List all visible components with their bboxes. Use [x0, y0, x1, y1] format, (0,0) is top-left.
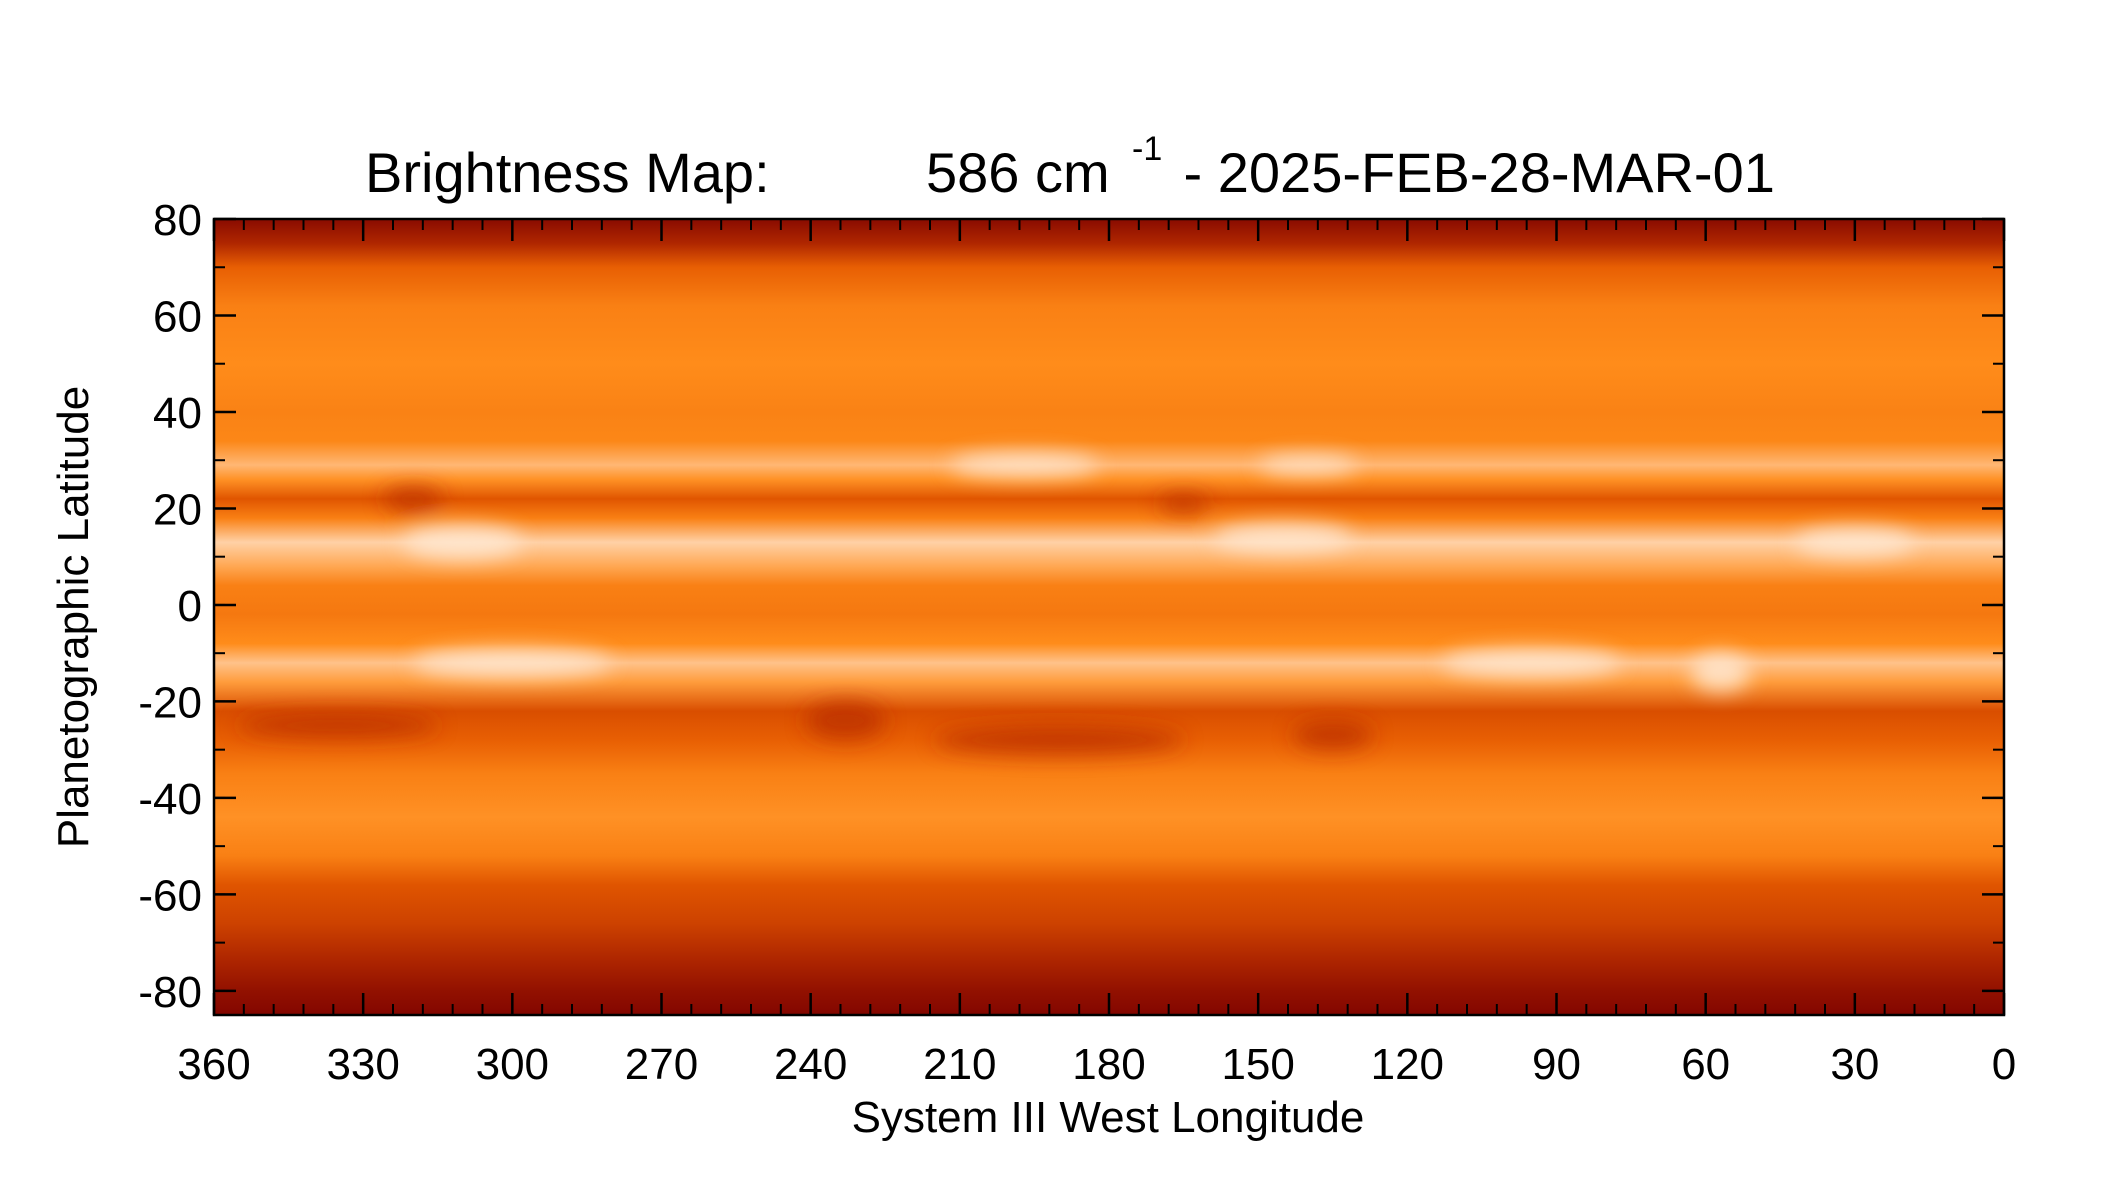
bright-spot	[402, 525, 523, 560]
bright-spot	[949, 452, 1100, 478]
storm-features	[238, 452, 1915, 755]
bright-spot	[412, 648, 612, 678]
dark-spot	[1292, 720, 1373, 750]
heatmap-plot-area	[214, 219, 2004, 1015]
y-tick-label: -20	[138, 678, 202, 727]
title-text: Brightness Map:	[365, 141, 770, 204]
bright-spot	[1213, 522, 1353, 552]
dark-spot	[1158, 493, 1209, 514]
bright-spot	[1795, 527, 1915, 557]
x-tick-label: 0	[1992, 1040, 2016, 1089]
y-tick-label: -40	[138, 775, 202, 824]
title-wavenumber-exponent: -1	[1132, 130, 1162, 168]
y-axis-ticks: 80 60 40 20 0 -20 -40 -60 -80	[138, 196, 2004, 1017]
x-tick-label: 240	[774, 1040, 847, 1089]
x-tick-label: 360	[177, 1040, 250, 1089]
bright-spot	[1258, 455, 1358, 475]
y-tick-label: 60	[153, 292, 202, 341]
latitude-band-field	[214, 219, 2004, 1015]
x-tick-label: 300	[476, 1040, 549, 1089]
dark-spot	[238, 713, 438, 738]
bright-spot	[1690, 653, 1751, 692]
dark-spot	[934, 725, 1184, 755]
dark-spot	[383, 486, 443, 511]
y-tick-label: 20	[153, 485, 202, 534]
x-tick-label: 180	[1072, 1040, 1145, 1089]
x-tick-label: 90	[1532, 1040, 1581, 1089]
x-axis-ticks: 360 330 300 270 240 210 180 150 120 90 60 30 0	[177, 219, 2016, 1089]
x-tick-label: 210	[923, 1040, 996, 1089]
x-axis-label: System III West Longitude	[852, 1093, 1365, 1142]
title-date: - 2025-FEB-28-MAR-01	[1168, 141, 1775, 204]
dark-spot	[805, 701, 886, 741]
y-tick-label: 80	[153, 196, 202, 245]
title-wavenumber: 586 cm	[926, 141, 1110, 204]
y-axis-label: Planetographic Latitude	[49, 386, 98, 848]
y-tick-label: 0	[178, 582, 202, 631]
x-tick-label: 150	[1221, 1040, 1294, 1089]
y-tick-label: -80	[138, 968, 202, 1017]
y-tick-label: 40	[153, 389, 202, 438]
x-tick-label: 270	[625, 1040, 698, 1089]
x-tick-label: 330	[326, 1040, 399, 1089]
y-tick-label: -60	[138, 871, 202, 920]
x-tick-label: 30	[1830, 1040, 1879, 1089]
chart-title: Brightness Map: 586 cm -1 - 2025-FEB-28-…	[365, 130, 1775, 204]
x-tick-label: 120	[1371, 1040, 1444, 1089]
x-tick-label: 60	[1681, 1040, 1730, 1089]
bright-spot	[1442, 648, 1622, 678]
